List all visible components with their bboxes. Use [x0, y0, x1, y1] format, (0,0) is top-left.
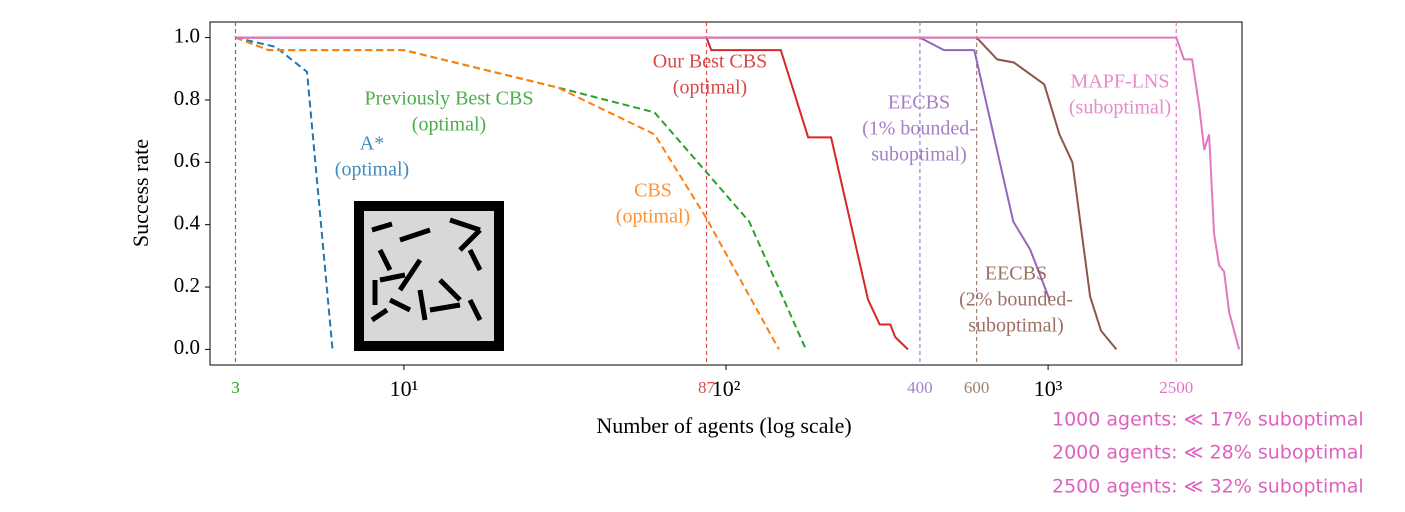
reference-label: 87	[698, 378, 716, 397]
note: 1000 agents: ≪ 17% suboptimal	[1052, 409, 1364, 431]
series-annotation: A*	[360, 133, 384, 155]
series-annotation: Previously Best CBS	[365, 88, 534, 110]
reference-label: 3	[231, 378, 240, 397]
series-annotation: suboptimal)	[871, 144, 967, 166]
series-annotation: suboptimal)	[968, 315, 1064, 337]
series-annotation: EECBS	[985, 263, 1047, 285]
x-tick-label: 10¹	[390, 376, 419, 401]
series-annotation: (suboptimal)	[1069, 97, 1171, 119]
series-annotation: (optimal)	[335, 159, 409, 181]
x-tick-label: 10²	[712, 376, 741, 401]
y-tick-label: 0.4	[174, 210, 201, 234]
reference-label: 600	[964, 378, 990, 397]
series-annotation: CBS	[634, 180, 672, 202]
series-annotation: EECBS	[888, 92, 950, 114]
chart: Success rate Number of agents (log scale…	[0, 0, 1405, 512]
series-annotation: (optimal)	[616, 206, 690, 228]
reference-label: 2500	[1159, 378, 1193, 397]
y-tick-label: 0.8	[174, 86, 200, 110]
reference-label: 400	[907, 378, 933, 397]
series-line	[236, 38, 908, 350]
series-annotation: (optimal)	[412, 114, 486, 136]
series-line	[236, 38, 333, 350]
series-annotation: Our Best CBS	[653, 51, 767, 73]
y-tick-label: 1.0	[174, 23, 200, 47]
map-inset	[354, 201, 504, 351]
y-tick-label: 0.2	[174, 273, 200, 297]
x-tick-label: 10³	[1034, 376, 1063, 401]
x-axis-title: Number of agents (log scale)	[596, 413, 851, 438]
note: 2500 agents: ≪ 32% suboptimal	[1052, 476, 1364, 498]
y-tick-label: 0.6	[174, 148, 200, 172]
y-tick-label: 0.0	[174, 335, 200, 359]
series-annotation: (2% bounded-	[959, 289, 1073, 311]
y-axis-title: Success rate	[128, 139, 153, 247]
note: 2000 agents: ≪ 28% suboptimal	[1052, 442, 1364, 464]
series-annotation: (optimal)	[673, 77, 747, 99]
series-annotation: (1% bounded-	[862, 118, 976, 140]
series-annotation: MAPF-LNS	[1071, 71, 1170, 93]
